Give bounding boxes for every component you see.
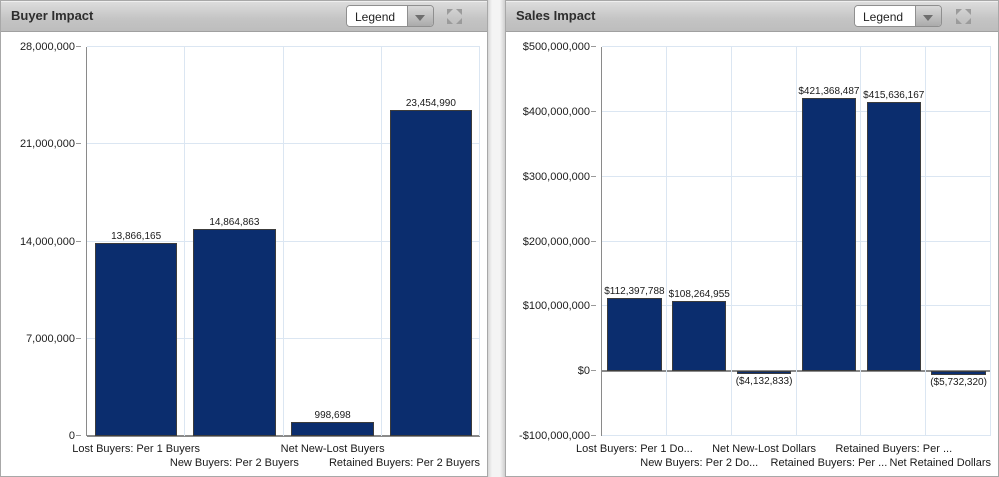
y-axis: -$100,000,000 $0 $100,000,000 $200,000,000 $… <box>506 41 596 442</box>
bar-value-label: 998,698 <box>314 410 351 422</box>
y-tick-label: $200,000,000 <box>522 235 590 248</box>
x-category-label: New Buyers: Per 2 Do... <box>640 457 759 469</box>
x-category-label: Net Retained Dollars <box>889 457 992 469</box>
v-gridline <box>990 47 991 436</box>
y-tick-label: 7,000,000 <box>26 332 75 345</box>
sales-impact-chart: -$100,000,000 $0 $100,000,000 $200,000,000 $… <box>506 32 998 476</box>
v-gridline <box>860 47 862 436</box>
h-gridline <box>87 46 480 47</box>
h-gridline <box>87 337 480 339</box>
v-gridline <box>479 47 480 436</box>
y-tick-mark <box>591 435 596 436</box>
bar[interactable] <box>736 371 792 374</box>
h-gridline <box>602 240 991 242</box>
bar[interactable] <box>931 371 986 375</box>
y-tick-mark <box>76 240 81 242</box>
zero-axis-line <box>602 370 991 373</box>
legend-dropdown[interactable]: Legend <box>854 5 942 27</box>
y-tick-label: 21,000,000 <box>19 138 75 151</box>
buyer-impact-panel: Buyer Impact Legend 0 7,000,000 14,000,000… <box>0 0 488 477</box>
panel-title: Buyer Impact <box>11 8 94 23</box>
bar[interactable] <box>801 97 857 372</box>
bar-value-label: $421,368,487 <box>798 85 860 97</box>
x-category-label: Net New-Lost Buyers <box>280 443 385 455</box>
y-tick-label: $300,000,000 <box>522 170 590 183</box>
x-category-label: New Buyers: Per 2 Buyers <box>169 457 299 469</box>
legend-dropdown-label: Legend <box>855 6 915 26</box>
bar-value-label: ($5,732,320) <box>930 376 987 388</box>
bar[interactable] <box>672 300 727 372</box>
h-gridline <box>87 240 480 242</box>
h-gridline <box>602 46 991 47</box>
y-tick-mark <box>76 337 81 339</box>
x-category-label: Retained Buyers: Per ... <box>835 443 953 455</box>
x-category-label: Lost Buyers: Per 1 Do... <box>576 443 693 455</box>
h-gridline <box>602 110 991 112</box>
y-tick-label: $100,000,000 <box>522 300 590 313</box>
bar[interactable] <box>389 110 473 436</box>
buyer-impact-chart: 0 7,000,000 14,000,000 21,000,000 28,000,000… <box>1 32 487 476</box>
y-tick-label: $400,000,000 <box>522 105 590 118</box>
sales-impact-panel: Sales Impact Legend -$100,000,000 $0 $100,… <box>505 0 999 477</box>
y-tick-mark <box>591 305 596 307</box>
bar[interactable] <box>291 422 374 436</box>
chevron-down-icon[interactable] <box>407 6 433 26</box>
plot-area: 13,866,165 Lost Buyers: Per 1 Buyers 14,86… <box>72 46 480 469</box>
chevron-down-icon[interactable] <box>915 6 941 26</box>
panel-title: Sales Impact <box>516 8 596 23</box>
legend-dropdown-label: Legend <box>347 6 407 26</box>
y-tick-label: 28,000,000 <box>19 41 75 53</box>
bar-value-label: 23,454,990 <box>405 98 456 110</box>
bar[interactable] <box>607 298 662 372</box>
bar-value-label: $112,397,788 <box>604 286 665 298</box>
y-tick-mark <box>591 240 596 242</box>
h-gridline <box>602 175 991 177</box>
x-category-label: Retained Buyers: Per ... <box>770 457 888 469</box>
bar-value-label: 14,864,863 <box>209 217 260 229</box>
h-gridline <box>87 143 480 145</box>
bar[interactable] <box>866 101 921 372</box>
bar-value-label: $108,264,955 <box>668 288 730 300</box>
y-tick-mark <box>76 435 81 436</box>
y-tick-mark <box>76 46 81 47</box>
bar[interactable] <box>94 243 178 436</box>
panel-header: Sales Impact Legend <box>506 1 998 32</box>
bar-value-label: $415,636,167 <box>863 89 925 101</box>
y-tick-label: $0 <box>577 365 590 378</box>
v-gridline <box>380 47 382 436</box>
bar[interactable] <box>193 229 276 436</box>
v-gridline <box>282 47 284 436</box>
y-tick-mark <box>591 110 596 112</box>
h-gridline <box>602 435 991 436</box>
x-category-label: Retained Buyers: Per 2 Buyers <box>328 457 480 469</box>
bar-value-label: ($4,132,833) <box>735 375 793 387</box>
x-category-label: Lost Buyers: Per 1 Buyers <box>72 443 201 455</box>
panel-header: Buyer Impact Legend <box>1 1 487 32</box>
y-tick-mark <box>591 46 596 47</box>
y-tick-label: 14,000,000 <box>19 235 75 248</box>
y-tick-mark <box>76 143 81 145</box>
y-tick-label: -$100,000,000 <box>519 430 590 442</box>
y-tick-label: 0 <box>68 430 75 442</box>
v-gridline <box>730 47 732 436</box>
zero-axis-line <box>87 435 480 437</box>
expand-arrows-icon[interactable] <box>955 8 972 25</box>
plot-area: $112,397,788 Lost Buyers: Per 1 Do... $108… <box>576 46 991 469</box>
v-gridline <box>665 47 667 436</box>
v-gridline <box>925 47 927 436</box>
legend-dropdown[interactable]: Legend <box>346 5 434 27</box>
expand-arrows-icon[interactable] <box>446 8 463 25</box>
y-tick-mark <box>591 175 596 177</box>
x-category-label: Net New-Lost Dollars <box>712 443 817 455</box>
y-tick-label: $500,000,000 <box>522 41 590 53</box>
y-axis: 0 7,000,000 14,000,000 21,000,000 28,000,000 <box>1 41 81 442</box>
v-gridline <box>795 47 797 436</box>
bar-value-label: 13,866,165 <box>111 231 162 243</box>
v-gridline <box>184 47 186 436</box>
y-tick-mark <box>591 370 596 372</box>
h-gridline <box>602 305 991 307</box>
